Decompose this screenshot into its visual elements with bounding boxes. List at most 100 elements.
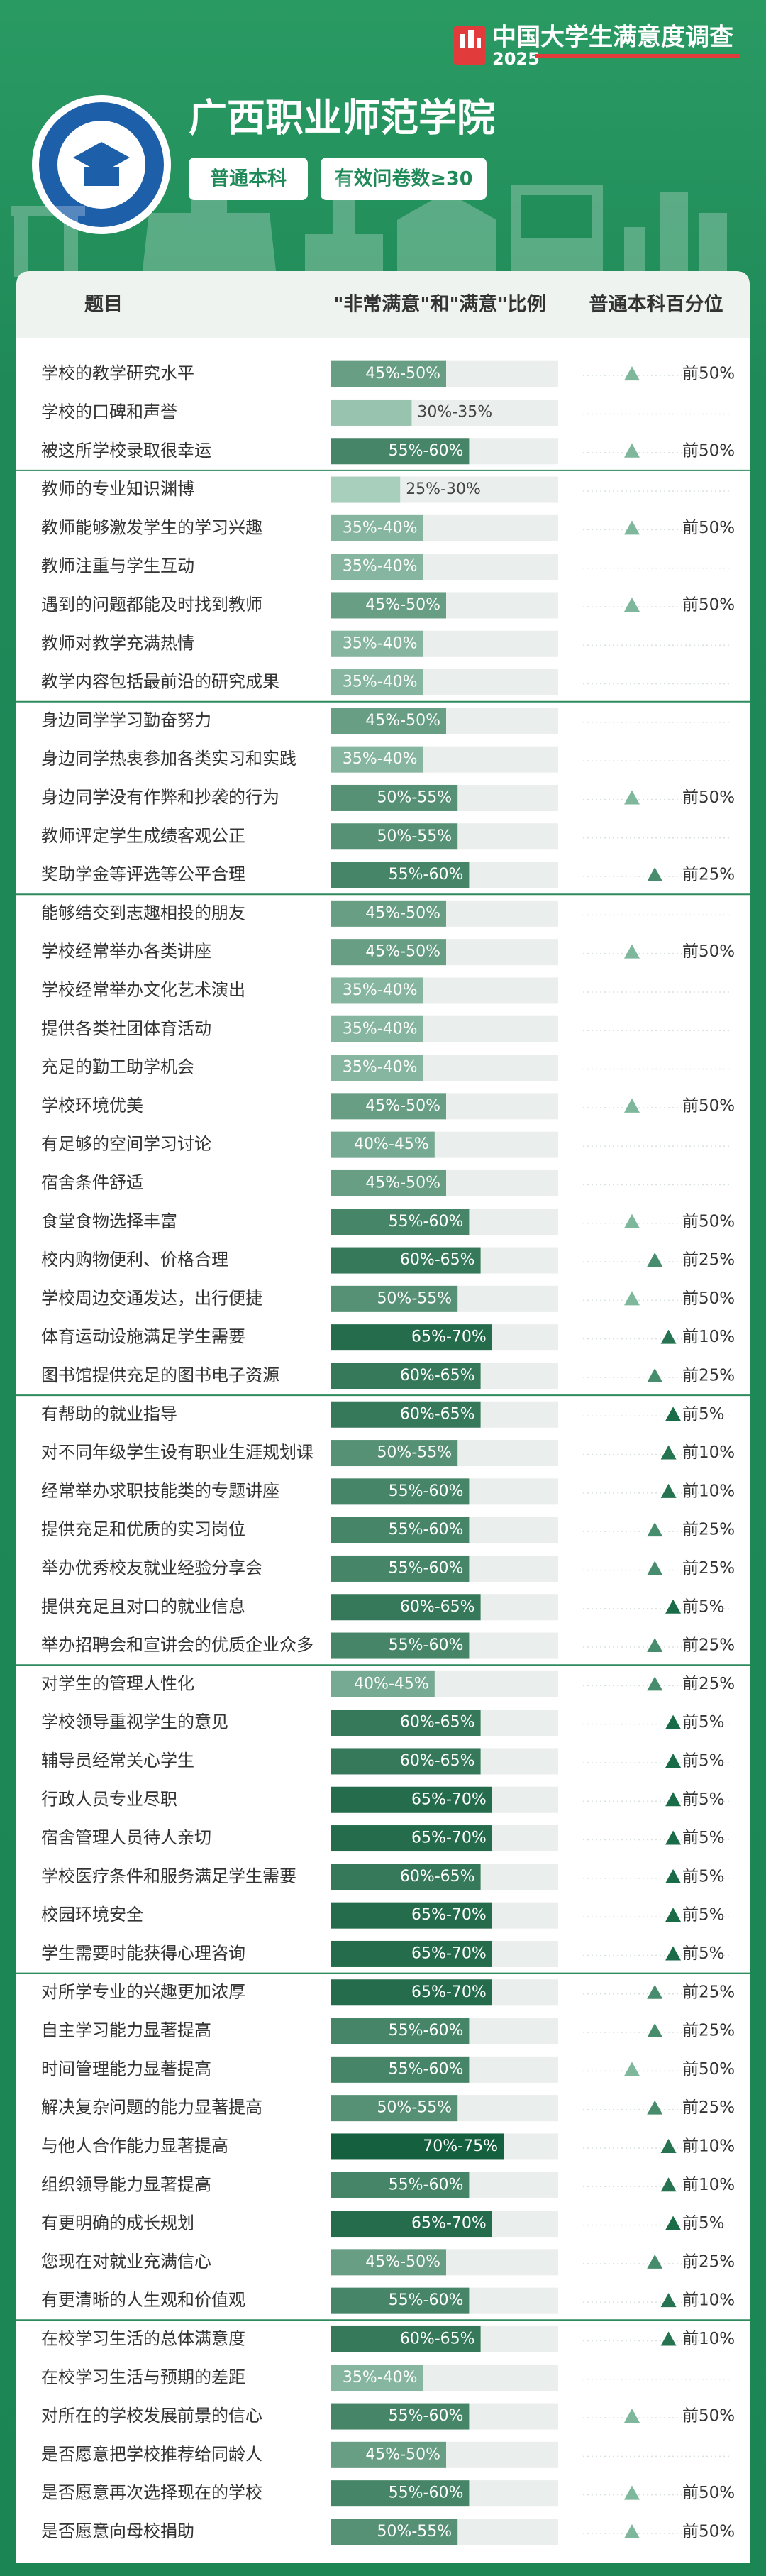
percentile-label: 前25% [682, 1559, 735, 1578]
item-label: 身边同学学习勤奋努力 [41, 710, 211, 730]
bar [331, 1324, 492, 1351]
percentile-label: 前5% [682, 1829, 725, 1847]
bar [331, 2211, 492, 2238]
percentile-label: 前5% [682, 1713, 725, 1732]
bar [331, 1670, 435, 1697]
percentile-marker [665, 1830, 682, 1845]
school-logo-cap [73, 142, 130, 173]
ratio-label: 60%-65% [400, 1367, 475, 1385]
bar [331, 669, 423, 696]
percentile-marker [624, 1213, 640, 1228]
item-label: 有更清晰的人生观和价值观 [41, 2290, 245, 2310]
percentile-label: 前10% [682, 1443, 735, 1462]
item-label: 提供充足且对口的就业信息 [41, 1597, 245, 1617]
item-label: 被这所学校录取很幸运 [41, 441, 211, 461]
ratio-label: 35%-40% [343, 519, 418, 536]
ratio-label: 55%-60% [389, 2291, 464, 2309]
ratio-label: 60%-65% [400, 1714, 475, 1732]
bar [331, 939, 446, 966]
item-label: 食堂食物选择丰富 [41, 1211, 177, 1231]
school-logo-book [84, 167, 119, 186]
ratio-label: 35%-40% [343, 673, 418, 691]
bar [331, 2441, 446, 2468]
bar [331, 900, 446, 927]
badge-title: 中国大学生满意度调查 [492, 23, 733, 52]
percentile-marker [624, 790, 640, 805]
ratio-label: 45%-50% [365, 1174, 440, 1191]
ratio-label: 35%-40% [343, 1020, 418, 1037]
ratio-label: 45%-50% [365, 2253, 440, 2271]
percentile-marker [647, 2254, 663, 2269]
percentile-marker [660, 1445, 677, 1460]
bar [331, 1209, 470, 1235]
percentile-marker [624, 1098, 640, 1113]
bar [331, 554, 423, 580]
item-label: 提供各类社团体育活动 [41, 1018, 211, 1038]
bar [331, 2365, 423, 2391]
percentile-marker [665, 1868, 682, 1883]
percentile-marker [647, 1676, 663, 1691]
item-label: 学校的口碑和声誉 [41, 402, 177, 422]
bar [331, 2249, 446, 2276]
percentile-marker [624, 443, 640, 458]
bar [331, 630, 423, 657]
item-label: 举办优秀校友就业经验分享会 [41, 1558, 262, 1578]
percentile-label: 前5% [682, 1597, 725, 1616]
item-label: 学校周边交通发达，出行便捷 [41, 1288, 262, 1308]
percentile-marker [665, 1946, 682, 1961]
percentile-label: 前25% [682, 2022, 735, 2040]
item-label: 对所学专业的兴趣更加浓厚 [41, 1982, 245, 2002]
bar [331, 1440, 458, 1467]
item-label: 校内购物便利、价格合理 [41, 1250, 228, 1270]
percentile-label: 前50% [682, 365, 735, 383]
bar [331, 862, 470, 888]
ratio-label: 65%-70% [411, 1829, 487, 1847]
item-label: 经常举办求职技能类的专题讲座 [41, 1481, 279, 1501]
item-label: 对所在的学校发展前景的信心 [41, 2406, 262, 2426]
bar [331, 1748, 481, 1775]
tag-label: 普通本科 [210, 167, 287, 190]
percentile-label: 前50% [682, 519, 735, 537]
item-label: 学校经常举办各类讲座 [41, 942, 211, 962]
badge-year: 2025 [492, 49, 540, 69]
bar [331, 1555, 470, 1582]
percentile-marker [660, 1329, 677, 1344]
bar [331, 2287, 470, 2314]
ratio-label: 55%-60% [389, 1213, 464, 1231]
percentile-label: 前50% [682, 441, 735, 460]
item-label: 有足够的空间学习讨论 [41, 1134, 211, 1154]
item-label: 辅导员经常关心学生 [41, 1751, 194, 1771]
ratio-label: 70%-75% [423, 2137, 498, 2155]
percentile-marker [624, 366, 640, 381]
tag [321, 158, 487, 200]
tag [189, 158, 308, 200]
ratio-label: 45%-50% [365, 943, 440, 961]
ratio-label: 50%-55% [377, 827, 452, 845]
item-label: 对学生的管理人性化 [41, 1673, 194, 1693]
percentile-label: 前50% [682, 595, 735, 614]
ratio-label: 65%-70% [411, 1983, 487, 2001]
percentile-marker [660, 2331, 677, 2346]
percentile-label: 前5% [682, 1906, 725, 1925]
ratio-label: 60%-65% [400, 1405, 475, 1423]
percentile-label: 前50% [682, 2522, 735, 2541]
percentile-marker [647, 1367, 663, 1382]
item-label: 解决复杂问题的能力显著提高 [41, 2098, 262, 2118]
ratio-label: 60%-65% [400, 2330, 475, 2347]
item-label: 您现在对就业充满信心 [41, 2252, 211, 2272]
percentile-marker [624, 2485, 640, 2500]
item-label: 学校的教学研究水平 [41, 363, 194, 383]
item-label: 学校医疗条件和服务满足学生需要 [41, 1866, 296, 1886]
percentile-label: 前10% [682, 1328, 735, 1346]
ratio-label: 55%-60% [389, 2407, 464, 2425]
bar [331, 592, 446, 619]
percentile-label: 前50% [682, 942, 735, 961]
bar [331, 438, 470, 465]
percentile-label: 前5% [682, 2214, 725, 2233]
percentile-label: 前50% [682, 2407, 735, 2426]
ratio-label: 25%-30% [406, 480, 481, 498]
ratio-label: 55%-60% [389, 2484, 464, 2502]
item-label: 身边同学没有作弊和抄袭的行为 [41, 787, 279, 807]
ratio-label: 55%-60% [389, 2022, 464, 2040]
